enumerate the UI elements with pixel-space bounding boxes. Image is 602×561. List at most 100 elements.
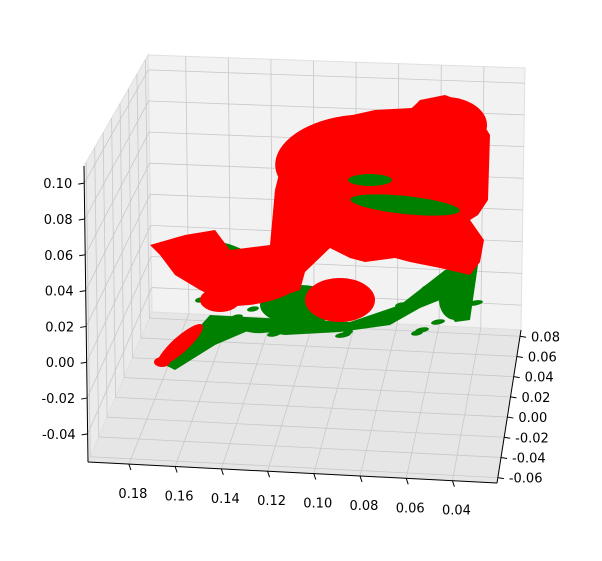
grid-line: [85, 194, 151, 327]
green-point-cluster: [350, 194, 460, 216]
red-point-cluster: [157, 324, 203, 366]
z-tick-label: 0.00: [46, 356, 75, 371]
grid-line: [85, 163, 151, 291]
z-tick-label: 0.06: [44, 249, 73, 264]
green-point-cluster: [435, 275, 455, 285]
grid-line: [102, 132, 108, 418]
grid-line: [136, 74, 142, 338]
green-point-cluster: [237, 320, 273, 334]
z-tick-label: 0.10: [43, 177, 72, 192]
x-tick-mark: [174, 466, 178, 473]
grid-line: [144, 59, 150, 319]
green-point: [247, 306, 259, 312]
red-point-cluster: [305, 278, 375, 322]
x-tick-label: 0.04: [442, 504, 471, 519]
z-tick-mark: [80, 325, 87, 328]
x-tick-mark: [451, 480, 455, 487]
grid-line: [111, 118, 116, 398]
y-tick-label: 0.02: [522, 391, 551, 406]
green-point-cluster: [348, 174, 392, 186]
z-axis-line: [83, 165, 89, 463]
red-point-cluster: [200, 288, 240, 312]
z-tick-label: -0.04: [42, 428, 76, 443]
red-point-cluster: [154, 357, 170, 367]
grid-line: [86, 256, 152, 399]
green-point: [267, 331, 281, 337]
x-tick-mark: [405, 478, 409, 485]
x-tick-label: 0.08: [350, 499, 379, 514]
floor-pane: [87, 311, 522, 484]
x-tick-label: 0.16: [165, 489, 194, 504]
green-point-cluster: [420, 284, 444, 300]
green-point: [227, 317, 237, 323]
green-point: [203, 328, 219, 334]
y-tick-mark: [516, 355, 523, 358]
y-tick-label: -0.06: [509, 472, 543, 487]
grid-line: [90, 456, 498, 479]
y-tick-mark: [500, 456, 508, 459]
z-tick-mark: [80, 361, 87, 364]
y-tick-label: 0.04: [525, 371, 554, 386]
x-tick-mark: [313, 473, 317, 480]
grid-line: [84, 131, 150, 255]
y-tick-mark: [513, 376, 520, 379]
x-tick-mark: [267, 471, 271, 478]
green-point: [283, 323, 297, 329]
z-tick-mark: [78, 218, 85, 221]
x-tick-mark: [359, 475, 363, 483]
grid-line: [94, 147, 100, 437]
grid-line: [84, 100, 150, 220]
z-tick-mark: [78, 182, 85, 185]
x-tick-label: 0.10: [303, 497, 332, 512]
z-tick-mark: [79, 290, 86, 293]
grid-line: [119, 103, 125, 378]
z-tick-label: 0.08: [44, 213, 73, 228]
z-tick-label: 0.02: [45, 320, 74, 335]
z-tick-mark: [81, 397, 88, 400]
y-tick-label: 0.06: [528, 350, 557, 365]
z-tick-label: 0.04: [45, 285, 74, 300]
grid-line: [115, 396, 508, 418]
grid-line: [86, 225, 152, 363]
green-point: [375, 313, 385, 319]
green-point: [431, 319, 445, 325]
green-point: [299, 315, 313, 321]
z-tick-mark: [81, 433, 88, 436]
y-tick-label: -0.04: [512, 451, 546, 466]
x-tick-mark: [128, 463, 132, 471]
y-tick-mark: [504, 436, 511, 439]
x-tick-mark: [220, 468, 224, 476]
green-point-cluster: [365, 314, 395, 326]
x-axis-line: [87, 461, 498, 484]
grid-line: [124, 377, 511, 398]
green-point: [447, 311, 461, 317]
y-tick-label: -0.02: [515, 431, 549, 446]
y-tick-mark: [507, 416, 514, 419]
grid-line: [107, 416, 505, 438]
grid-line: [148, 69, 525, 84]
x-tick-label: 0.18: [118, 487, 147, 502]
z-tick-mark: [79, 254, 86, 257]
grid-line: [128, 88, 133, 358]
green-point: [335, 332, 351, 338]
grid-line: [83, 69, 149, 184]
green-point: [467, 300, 483, 306]
green-point: [359, 321, 369, 327]
z-tick-label: -0.02: [41, 392, 75, 407]
point-cloud: [150, 95, 490, 370]
grid-line: [85, 162, 91, 457]
x-tick-label: 0.12: [257, 494, 286, 509]
tick-marks: 0.18 0.16 0.14 0.12 0.10 0.08 0.06 0.04 -0.06 -0.…: [41, 177, 559, 519]
y-tick-mark: [519, 335, 527, 338]
grid-line: [132, 357, 514, 378]
x-tick-label: 0.06: [396, 501, 425, 516]
grid-line: [87, 287, 152, 435]
y-tick-mark: [497, 477, 504, 480]
y-tick-mark: [510, 396, 517, 399]
green-point: [395, 302, 407, 308]
x-tick-label: 0.14: [211, 492, 240, 507]
y-tick-label: 0.08: [531, 330, 560, 345]
green-point: [411, 330, 423, 336]
grid-line: [98, 436, 502, 458]
